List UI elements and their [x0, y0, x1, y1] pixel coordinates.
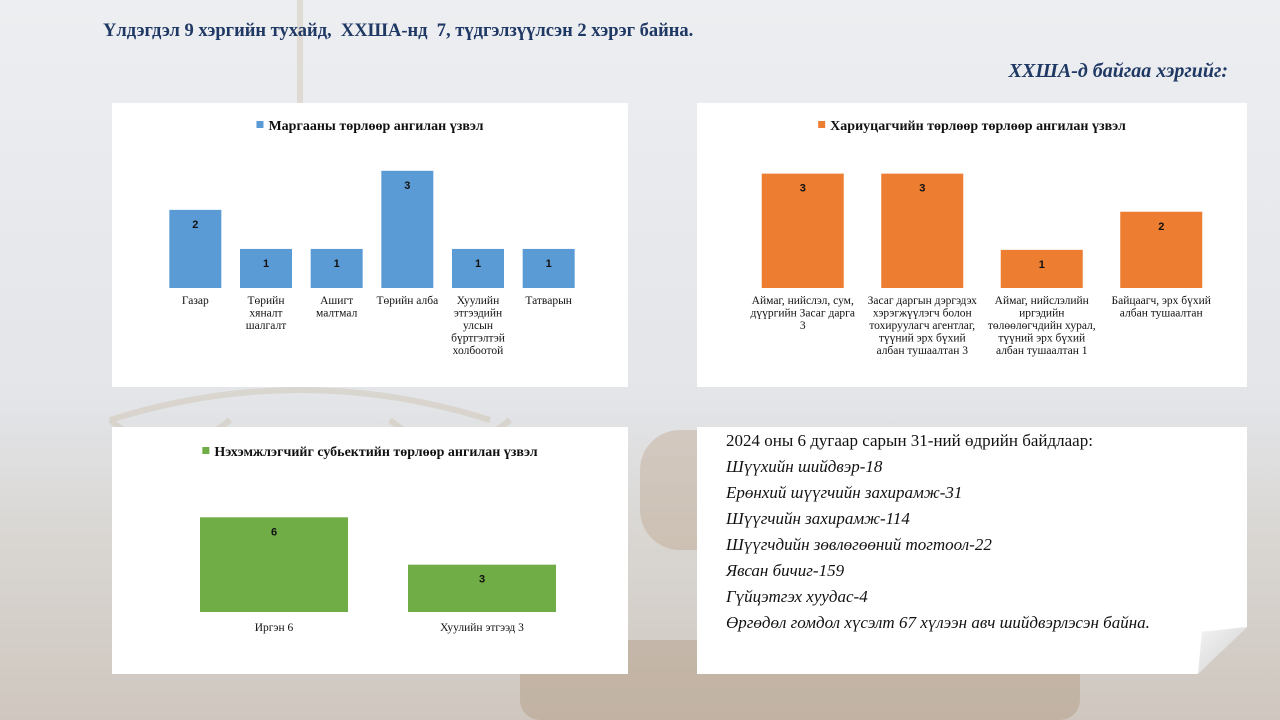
- chart-title: Маргааны төрлөөр ангилан үзвэл: [268, 119, 483, 134]
- data-label: 3: [800, 183, 806, 195]
- category-label: Татварын: [525, 295, 572, 307]
- defendant-type-chart: Хариуцагчийн төрлөөр төрлөөр ангилан үзв…: [751, 119, 1211, 357]
- chart-title: Нэхэмжлэгчийг субьектийн төрлөөр ангилан…: [214, 445, 537, 460]
- bar-group: 1 Ашигт малтмал: [310, 248, 363, 320]
- bar-group: 3 Хуулийн этгээд 3: [408, 564, 556, 634]
- data-label: 1: [546, 258, 552, 270]
- bar-group: 6 Иргэн 6: [200, 517, 348, 634]
- bar: [408, 564, 556, 612]
- bar: [381, 170, 434, 288]
- notes-line: Өргөдөл гомдол хүсэлт 67 хүлээн авч шийд…: [726, 613, 1150, 632]
- bar-group: 1 Татварын: [522, 248, 575, 307]
- dispute-type-chart-panel: Маргааны төрлөөр ангилан үзвэл 2 Газар 1 Төр…: [112, 103, 628, 387]
- plaintiff-type-chart: Нэхэмжлэгчийг субьектийн төрлөөр ангилан…: [200, 445, 556, 634]
- category-label: Газар: [182, 295, 209, 307]
- notes-heading: 2024 оны 6 дугаар сарын 31-ний өдрийн ба…: [726, 431, 1093, 450]
- data-label: 1: [475, 258, 481, 270]
- bar: [240, 248, 292, 288]
- bar-group: 3 Засаг даргын дэргэдэх хэрэгжүүлэгч болон…: [868, 173, 977, 357]
- bar: [1000, 249, 1083, 288]
- page-curl-decoration: [1198, 627, 1247, 674]
- category-label: Ашигт малтмал: [316, 295, 358, 320]
- chart-title: Хариуцагчийн төрлөөр төрлөөр ангилан үзв…: [830, 119, 1126, 134]
- bar: [169, 209, 222, 288]
- bar-group: 1 Аймаг, нийслэлийн иргэдийн төлөөлөгчдийн …: [988, 249, 1096, 357]
- bar: [881, 173, 964, 288]
- bar-group: 1 Төрийн хяналт шалгалт: [240, 248, 292, 332]
- bar-group: 2 Байцаагч, эрх бүхий албан тушаалтан: [1112, 211, 1211, 320]
- plaintiff-type-chart-panel: Нэхэмжлэгчийг субьектийн төрлөөр ангилан…: [112, 427, 628, 674]
- subhead: ХХША-д байгаа хэргийг:: [1008, 60, 1228, 82]
- notes-line: Явсан бичиг-159: [726, 561, 845, 580]
- data-label: 2: [1158, 221, 1164, 233]
- bar-group: 3 Аймаг, нийслэл, сум, дүүргийн Засаг дарг…: [751, 173, 856, 332]
- statistics-notes-panel: 2024 оны 6 дугаар сарын 31-ний өдрийн ба…: [697, 427, 1247, 674]
- data-label: 3: [479, 574, 485, 586]
- category-label: Аймаг, нийслэл, сум, дүүргийн Засаг дарга…: [751, 295, 856, 332]
- notes-line: Гүйцэтгэх хуудас-4: [726, 587, 868, 606]
- data-label: 1: [263, 258, 269, 270]
- data-label: 1: [1039, 259, 1045, 271]
- bar-group: 2 Газар: [169, 209, 222, 307]
- legend-swatch: [818, 121, 826, 128]
- notes-line: Ерөнхий шүүгчийн захирамж-31: [726, 483, 963, 502]
- data-label: 3: [919, 183, 925, 195]
- category-label: Төрийн алба: [376, 295, 438, 307]
- data-label: 2: [192, 219, 198, 231]
- category-label: Иргэн 6: [255, 622, 294, 634]
- category-label: Байцаагч, эрх бүхий албан тушаалтан: [1112, 295, 1211, 320]
- category-label: Хуулийн этгээдийн улсын бүртгэлтэй холбоотой: [451, 295, 505, 357]
- bar: [522, 248, 575, 288]
- legend-swatch: [256, 121, 264, 128]
- category-label: Хуулийн этгээд 3: [440, 622, 524, 634]
- bar-group: 3 Төрийн алба: [376, 170, 438, 307]
- notes-line: Шүүгчийн захирамж-114: [726, 509, 910, 528]
- defendant-type-chart-panel: Хариуцагчийн төрлөөр төрлөөр ангилан үзв…: [697, 103, 1247, 387]
- bar: [200, 517, 348, 612]
- bar: [452, 248, 504, 288]
- category-label: Төрийн хяналт шалгалт: [246, 295, 287, 332]
- category-label: Засаг даргын дэргэдэх хэрэгжүүлэгч болон т…: [868, 295, 977, 357]
- data-label: 6: [271, 526, 277, 538]
- bar: [761, 173, 844, 288]
- bar: [1120, 211, 1203, 288]
- bar: [310, 248, 363, 288]
- notes-line: Шүүгчдийн зөвлөгөөний тогтоол-22: [726, 535, 992, 554]
- legend-swatch: [202, 447, 210, 454]
- category-label: Аймаг, нийслэлийн иргэдийн төлөөлөгчдийн х…: [988, 295, 1096, 357]
- data-label: 1: [334, 258, 340, 270]
- headline: Үлдэгдэл 9 хэргийн тухайд, ХХШA-нд 7, тү…: [103, 21, 694, 41]
- bar-group: 1 Хуулийн этгээдийн улсын бүртгэлтэй холбоото…: [451, 248, 505, 357]
- data-label: 3: [404, 180, 410, 192]
- notes-line: Шүүхийн шийдвэр-18: [726, 457, 883, 476]
- dispute-type-chart: Маргааны төрлөөр ангилан үзвэл 2 Газар 1 Төр…: [169, 119, 575, 357]
